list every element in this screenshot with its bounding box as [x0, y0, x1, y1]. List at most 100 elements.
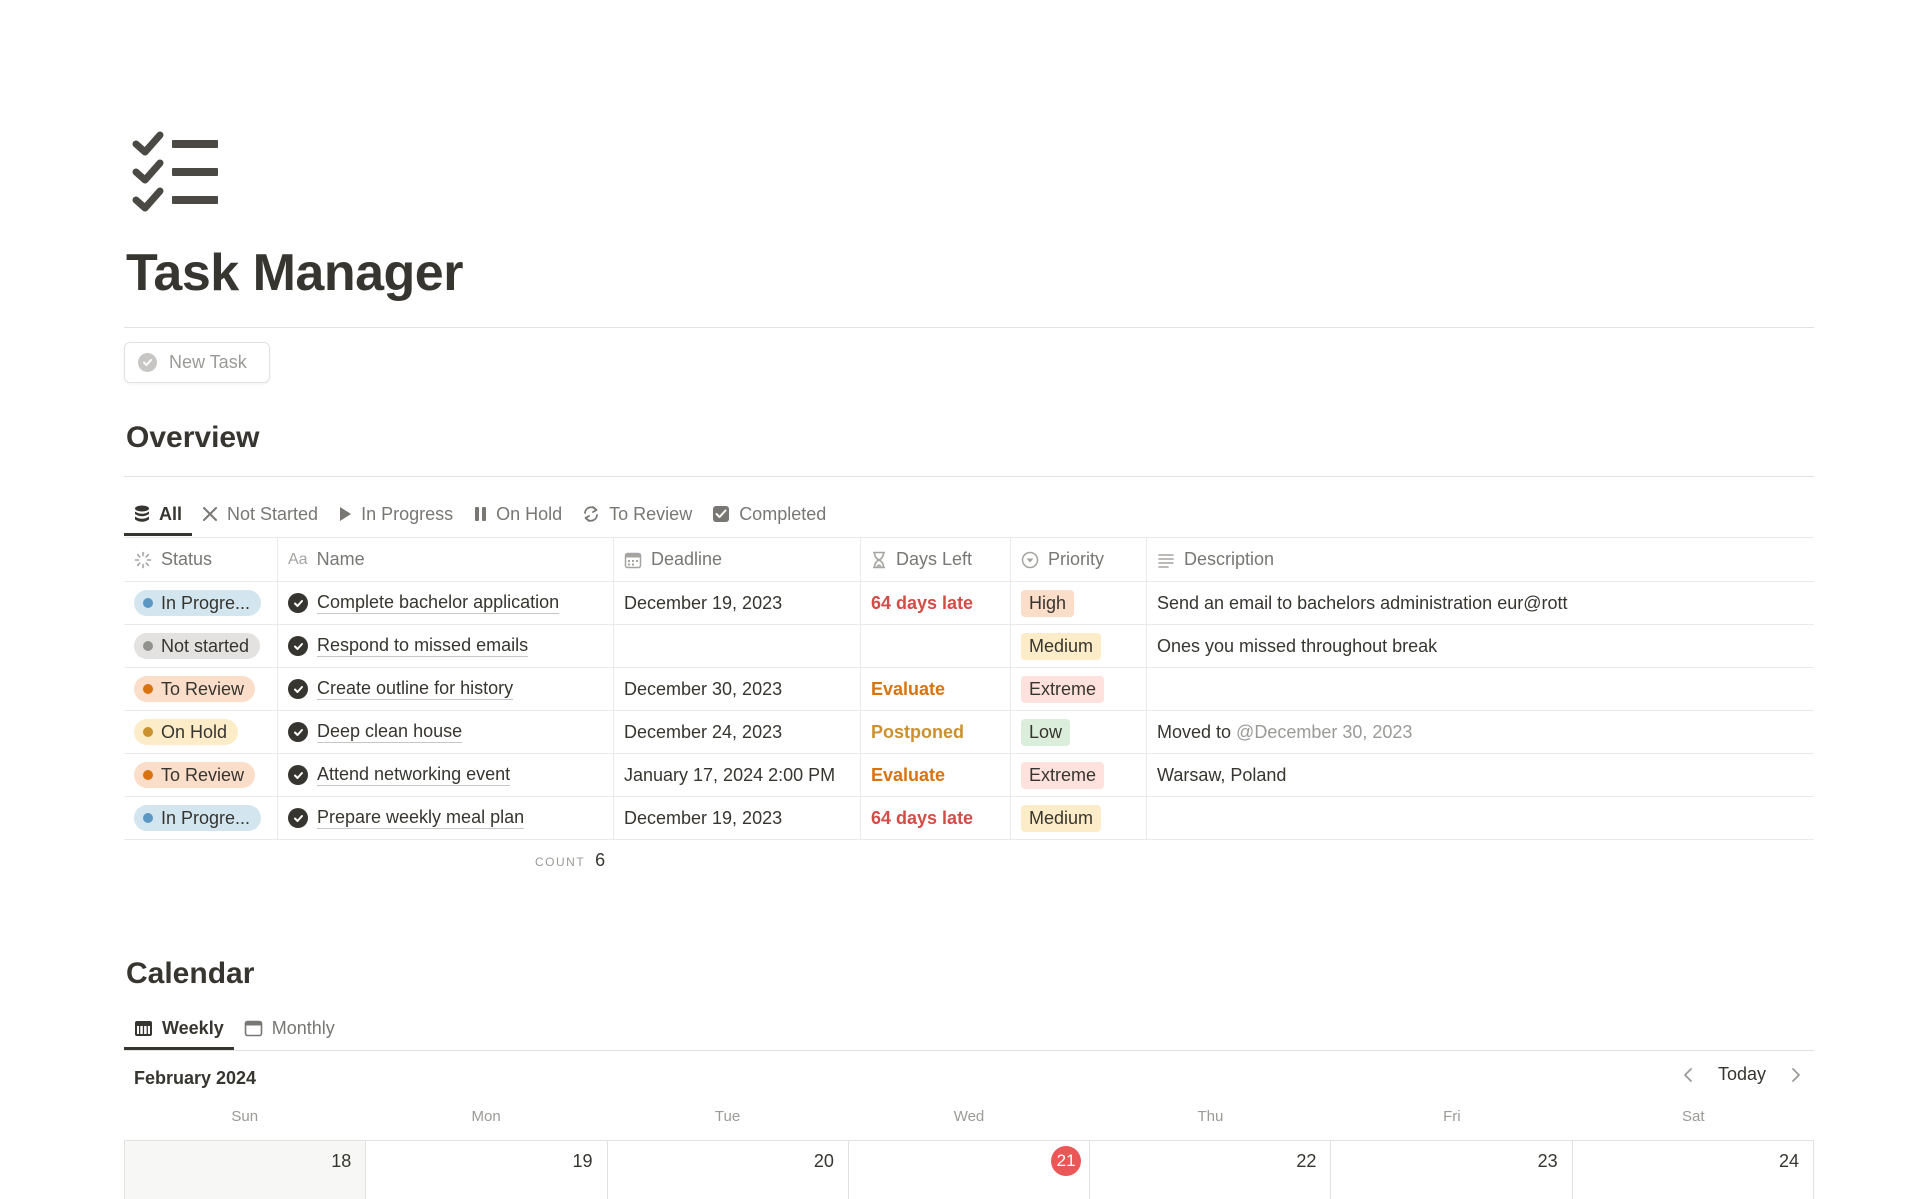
tab-all[interactable]: All	[124, 492, 193, 536]
name-cell[interactable]: Create outline for history	[278, 668, 614, 710]
task-name-link[interactable]: Create outline for history	[317, 678, 514, 700]
priority-cell[interactable]: Medium	[1011, 797, 1147, 839]
deadline-text: December 24, 2023	[624, 721, 783, 742]
task-name-link[interactable]: Complete bachelor application	[317, 592, 560, 614]
date-mention[interactable]: @December 30, 2023	[1236, 721, 1413, 742]
date-number: 24	[1778, 1151, 1799, 1171]
table-row[interactable]: To Review Create outline for history Decem…	[124, 668, 1814, 711]
table-row[interactable]: On Hold Deep clean house December 24, 2023…	[124, 711, 1814, 754]
row-count[interactable]: COUNT 6	[535, 850, 605, 871]
calendar-day[interactable]: 19	[366, 1141, 608, 1199]
new-task-button[interactable]: New Task	[124, 342, 270, 383]
today-button[interactable]: Today	[1717, 1064, 1766, 1084]
days-left-cell[interactable]: Evaluate	[861, 668, 1011, 710]
tab-label: In Progress	[361, 503, 454, 524]
days-left-cell[interactable]: 64 days late	[861, 582, 1011, 624]
weekday-header: Sun Mon Tue Wed Thu Fri Sat	[124, 1108, 1814, 1125]
calendar-day[interactable]: 23	[1331, 1141, 1573, 1199]
calendar-day[interactable]: 24	[1573, 1141, 1814, 1199]
priority-cell[interactable]: High	[1011, 582, 1147, 624]
status-cell[interactable]: To Review	[124, 668, 278, 710]
table-body: In Progre... Complete bachelor applicatio…	[124, 582, 1814, 840]
column-status[interactable]: Status	[124, 538, 278, 581]
chevron-right-icon[interactable]	[1790, 1066, 1802, 1084]
refresh-icon	[584, 506, 599, 522]
task-name-link[interactable]: Attend networking event	[317, 764, 511, 786]
tab-in-progress[interactable]: In Progress	[328, 492, 463, 536]
tab-monthly[interactable]: Monthly	[234, 1006, 345, 1050]
deadline-text: December 30, 2023	[624, 678, 783, 699]
column-label: Status	[161, 549, 213, 569]
table-row[interactable]: Not started Respond to missed emails Mediu…	[124, 625, 1814, 668]
weekday-label: Mon	[471, 1108, 501, 1125]
tab-to-review[interactable]: To Review	[572, 492, 702, 536]
status-dot	[143, 813, 153, 823]
tab-label: Monthly	[271, 1017, 335, 1038]
calendar-day[interactable]: 18	[125, 1141, 367, 1199]
deadline-cell[interactable]: December 19, 2023	[614, 797, 861, 839]
deadline-cell[interactable]: January 17, 2024 2:00 PM	[614, 754, 861, 796]
days-left-cell[interactable]: 64 days late	[861, 797, 1011, 839]
status-dot	[143, 684, 153, 694]
days-left-cell[interactable]: Evaluate	[861, 754, 1011, 796]
status-cell[interactable]: On Hold	[124, 711, 278, 753]
task-check-icon	[288, 679, 308, 699]
column-name[interactable]: Aa Name	[278, 538, 614, 581]
description-cell[interactable]: Send an email to bachelors administratio…	[1147, 582, 1814, 624]
priority-cell[interactable]: Extreme	[1011, 668, 1147, 710]
tab-on-hold[interactable]: On Hold	[463, 492, 572, 536]
task-name-link[interactable]: Respond to missed emails	[317, 635, 529, 657]
table-row[interactable]: In Progre... Prepare weekly meal plan Dece…	[124, 797, 1814, 840]
name-cell[interactable]: Deep clean house	[278, 711, 614, 753]
priority-cell[interactable]: Medium	[1011, 625, 1147, 667]
priority-cell[interactable]: Low	[1011, 711, 1147, 753]
name-cell[interactable]: Attend networking event	[278, 754, 614, 796]
column-days-left[interactable]: Days Left	[861, 538, 1011, 581]
tab-weekly[interactable]: Weekly	[124, 1006, 234, 1050]
priority-cell[interactable]: Extreme	[1011, 754, 1147, 796]
deadline-cell[interactable]	[614, 625, 861, 667]
priority-tag: Medium	[1021, 632, 1102, 660]
description-cell[interactable]: Warsaw, Poland	[1147, 754, 1814, 796]
description-text: Ones you missed throughout break	[1157, 635, 1438, 656]
status-cell[interactable]: In Progre...	[124, 797, 278, 839]
tab-completed[interactable]: Completed	[702, 492, 836, 536]
table-row[interactable]: To Review Attend networking event January …	[124, 754, 1814, 797]
column-label: Priority	[1048, 549, 1105, 569]
date-number: 23	[1537, 1151, 1558, 1171]
calendar-nav: Today	[1682, 1064, 1802, 1085]
task-check-icon	[288, 593, 308, 613]
deadline-cell[interactable]: December 19, 2023	[614, 582, 861, 624]
status-cell[interactable]: In Progre...	[124, 582, 278, 624]
name-cell[interactable]: Prepare weekly meal plan	[278, 797, 614, 839]
deadline-cell[interactable]: December 24, 2023	[614, 711, 861, 753]
description-cell[interactable]: Ones you missed throughout break	[1147, 625, 1814, 667]
status-text: Not started	[161, 635, 250, 656]
days-left-cell[interactable]	[861, 625, 1011, 667]
task-name-link[interactable]: Prepare weekly meal plan	[317, 807, 525, 829]
days-left-cell[interactable]: Postponed	[861, 711, 1011, 753]
name-cell[interactable]: Respond to missed emails	[278, 625, 614, 667]
name-cell[interactable]: Complete bachelor application	[278, 582, 614, 624]
column-deadline[interactable]: Deadline	[614, 538, 861, 581]
status-cell[interactable]: Not started	[124, 625, 278, 667]
column-priority[interactable]: Priority	[1011, 538, 1147, 581]
deadline-cell[interactable]: December 30, 2023	[614, 668, 861, 710]
description-cell[interactable]	[1147, 668, 1814, 710]
calendar-day[interactable]: 22	[1090, 1141, 1332, 1199]
status-cell[interactable]: To Review	[124, 754, 278, 796]
status-text: To Review	[161, 764, 245, 785]
calendar-day[interactable]: 21	[849, 1141, 1091, 1199]
calendar-day[interactable]: 20	[608, 1141, 849, 1199]
task-name-link[interactable]: Deep clean house	[317, 721, 463, 743]
description-cell[interactable]: Moved to @December 30, 2023	[1147, 711, 1814, 753]
column-label: Days Left	[896, 549, 973, 569]
description-cell[interactable]	[1147, 797, 1814, 839]
column-description[interactable]: Description	[1147, 538, 1814, 581]
date-number: 22	[1296, 1151, 1317, 1171]
table-row[interactable]: In Progre... Complete bachelor applicatio…	[124, 582, 1814, 625]
task-check-icon	[288, 636, 308, 656]
chevron-left-icon[interactable]	[1682, 1066, 1694, 1084]
tab-not-started[interactable]: Not Started	[192, 492, 328, 536]
status-text: In Progre...	[161, 807, 251, 828]
